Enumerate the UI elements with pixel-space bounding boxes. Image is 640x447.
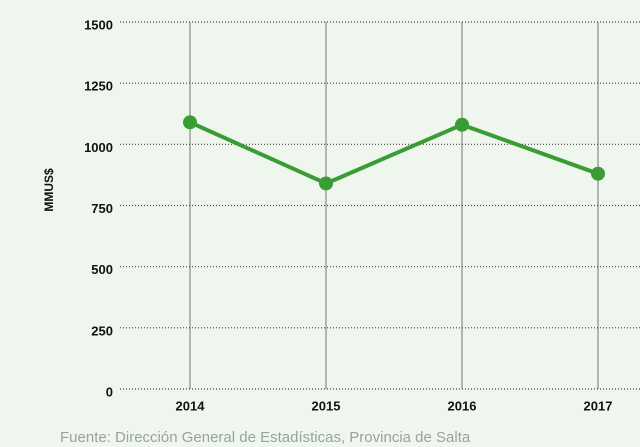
y-tick-label: 250	[91, 323, 113, 338]
y-tick-label: 1250	[84, 79, 113, 94]
y-tick-label: 1500	[84, 17, 113, 32]
data-point	[183, 115, 197, 130]
data-point	[319, 176, 333, 191]
source-note: Fuente: Dirección General de Estadística…	[60, 429, 471, 446]
x-tick-label: 2015	[312, 398, 341, 413]
data-point	[455, 117, 469, 132]
x-tick-label: 2017	[584, 398, 613, 413]
y-tick-label: 0	[106, 384, 113, 399]
x-tick-label: 2016	[448, 398, 477, 413]
x-tick-label: 2014	[176, 398, 206, 413]
y-tick-label: 750	[91, 201, 113, 216]
y-axis-label: MMUS$	[42, 168, 56, 212]
series-line	[189, 120, 599, 186]
y-tick-label: 500	[91, 262, 113, 277]
data-point	[591, 166, 605, 181]
y-tick-label: 1000	[84, 140, 113, 155]
